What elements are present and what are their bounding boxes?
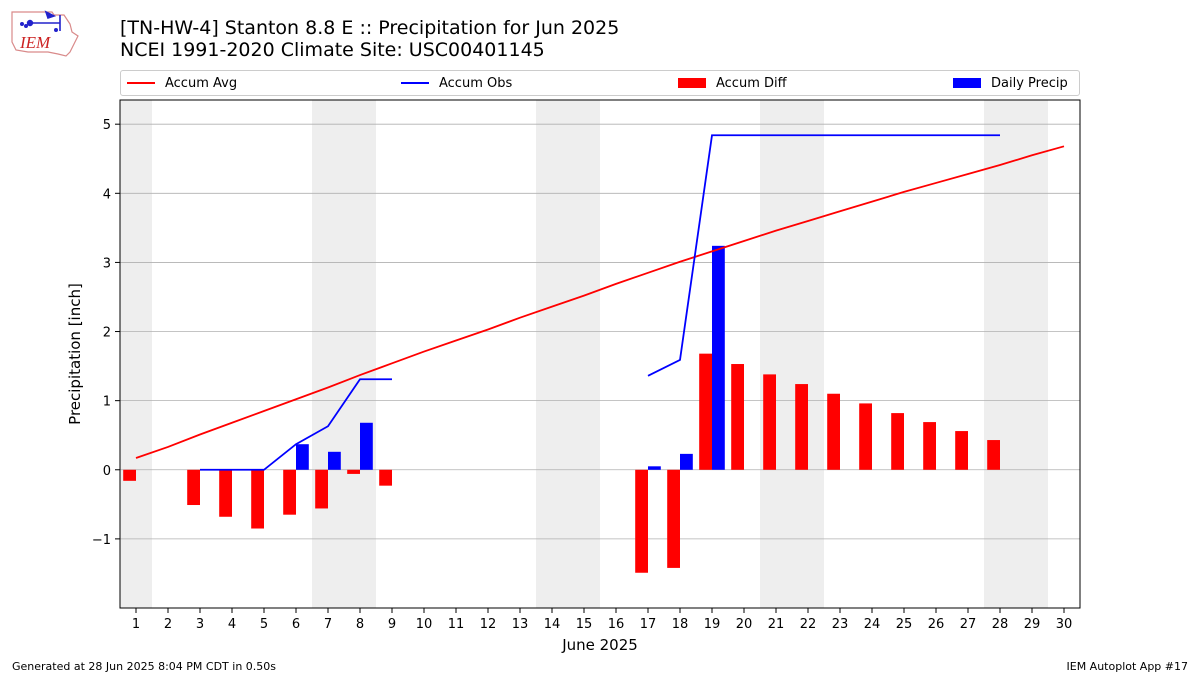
daily-precip-bar	[712, 245, 725, 470]
legend-item-accum-obs: Accum Obs	[401, 71, 512, 95]
accum-diff-bar	[347, 469, 360, 474]
legend-swatch-accum-obs	[401, 82, 429, 84]
accum-diff-bar	[123, 469, 136, 481]
y-tick-label: 1	[103, 395, 111, 410]
weekend-band	[120, 100, 152, 608]
x-tick-label: 30	[1056, 617, 1073, 632]
legend-swatch-daily-precip	[953, 78, 981, 88]
x-tick-label: 26	[928, 617, 945, 632]
x-tick-label: 12	[480, 617, 497, 632]
accum-avg-line	[135, 145, 1065, 459]
plot-frame	[119, 99, 1081, 609]
y-tick-label: 2	[103, 326, 111, 341]
accum-diff-bar	[283, 469, 296, 515]
y-tick-label: −1	[92, 533, 111, 548]
x-tick-label: 20	[736, 617, 753, 632]
accum-diff-bar	[667, 469, 680, 568]
daily-precip-bar	[360, 422, 373, 470]
accum-diff-bar	[763, 374, 776, 470]
x-tick-label: 19	[704, 617, 721, 632]
x-tick-label: 29	[1024, 617, 1041, 632]
accum-diff-bar	[219, 469, 232, 517]
chart-subtitle: NCEI 1991-2020 Climate Site: USC00401145	[120, 39, 545, 61]
accum-diff-bar	[379, 469, 392, 486]
x-axis-label: June 2025	[561, 636, 638, 654]
legend-item-accum-diff: Accum Diff	[678, 71, 787, 95]
x-tick-label: 8	[356, 617, 364, 632]
accum-diff-bar	[187, 469, 200, 506]
accum-obs-line	[200, 378, 392, 471]
daily-precip-bar	[296, 444, 309, 470]
weekend-band	[344, 100, 376, 608]
x-tick-label: 24	[864, 617, 881, 632]
y-tick-label: 5	[103, 118, 111, 133]
accum-diff-bar	[987, 440, 1000, 470]
accum-obs-line	[647, 134, 1000, 377]
weekend-band	[312, 100, 344, 608]
x-tick-label: 4	[228, 617, 236, 632]
x-tick-label: 25	[896, 617, 913, 632]
x-tick-label: 14	[544, 617, 561, 632]
y-tick-label: 3	[103, 256, 111, 271]
accum-diff-bar	[315, 469, 328, 509]
y-axis-label: Precipitation [inch]	[66, 283, 84, 425]
footer-app: IEM Autoplot App #17	[1066, 660, 1189, 673]
weekend-band	[536, 100, 568, 608]
legend-swatch-accum-avg	[127, 82, 155, 84]
daily-precip-bar	[328, 451, 341, 470]
legend: Accum Avg Accum Obs Accum Diff Daily Pre…	[120, 70, 1080, 96]
accum-diff-bar	[251, 469, 264, 529]
x-tick-label: 6	[292, 617, 300, 632]
accum-diff-bar	[827, 393, 840, 470]
x-tick-label: 18	[672, 617, 689, 632]
x-tick-label: 16	[608, 617, 625, 632]
legend-item-accum-avg: Accum Avg	[127, 71, 237, 95]
accum-diff-bar	[635, 469, 648, 573]
x-tick-label: 22	[800, 617, 817, 632]
x-tick-label: 2	[164, 617, 172, 632]
x-tick-label: 1	[132, 617, 140, 632]
accum-diff-bar	[699, 353, 712, 470]
legend-label-daily-precip: Daily Precip	[991, 75, 1068, 91]
legend-item-daily-precip: Daily Precip	[953, 71, 1068, 95]
y-tick-label: 0	[103, 464, 111, 479]
x-tick-label: 17	[640, 617, 657, 632]
legend-label-accum-avg: Accum Avg	[165, 75, 238, 91]
logo-text: IEM	[19, 33, 51, 52]
footer-generated: Generated at 28 Jun 2025 8:04 PM CDT in …	[12, 660, 277, 673]
accum-diff-bar	[955, 431, 968, 470]
weekend-band	[792, 100, 824, 608]
iem-logo: IEM	[11, 10, 79, 57]
legend-label-accum-obs: Accum Obs	[439, 75, 513, 91]
y-tick-label: 4	[103, 187, 111, 202]
x-tick-label: 15	[576, 617, 593, 632]
x-tick-label: 13	[512, 617, 529, 632]
weekend-band	[984, 100, 1016, 608]
accum-diff-bar	[923, 422, 936, 470]
accum-diff-bar	[795, 384, 808, 470]
legend-label-accum-diff: Accum Diff	[716, 75, 787, 91]
weekend-band	[568, 100, 600, 608]
x-tick-label: 11	[448, 617, 465, 632]
daily-precip-bar	[648, 466, 661, 470]
x-tick-label: 21	[768, 617, 785, 632]
chart-title: [TN-HW-4] Stanton 8.8 E :: Precipitation…	[120, 17, 620, 39]
legend-swatch-accum-diff	[678, 78, 706, 88]
daily-precip-bar	[680, 453, 693, 470]
x-tick-label: 5	[260, 617, 268, 632]
x-tick-label: 3	[196, 617, 204, 632]
weekend-band	[1016, 100, 1048, 608]
x-tick-label: 27	[960, 617, 977, 632]
x-tick-label: 23	[832, 617, 849, 632]
x-tick-label: 9	[388, 617, 396, 632]
x-tick-label: 7	[324, 617, 332, 632]
x-tick-label: 10	[416, 617, 433, 632]
x-tick-label: 28	[992, 617, 1009, 632]
accum-diff-bar	[859, 403, 872, 470]
weekend-band	[760, 100, 792, 608]
accum-diff-bar	[891, 413, 904, 470]
accum-diff-bar	[731, 364, 744, 470]
